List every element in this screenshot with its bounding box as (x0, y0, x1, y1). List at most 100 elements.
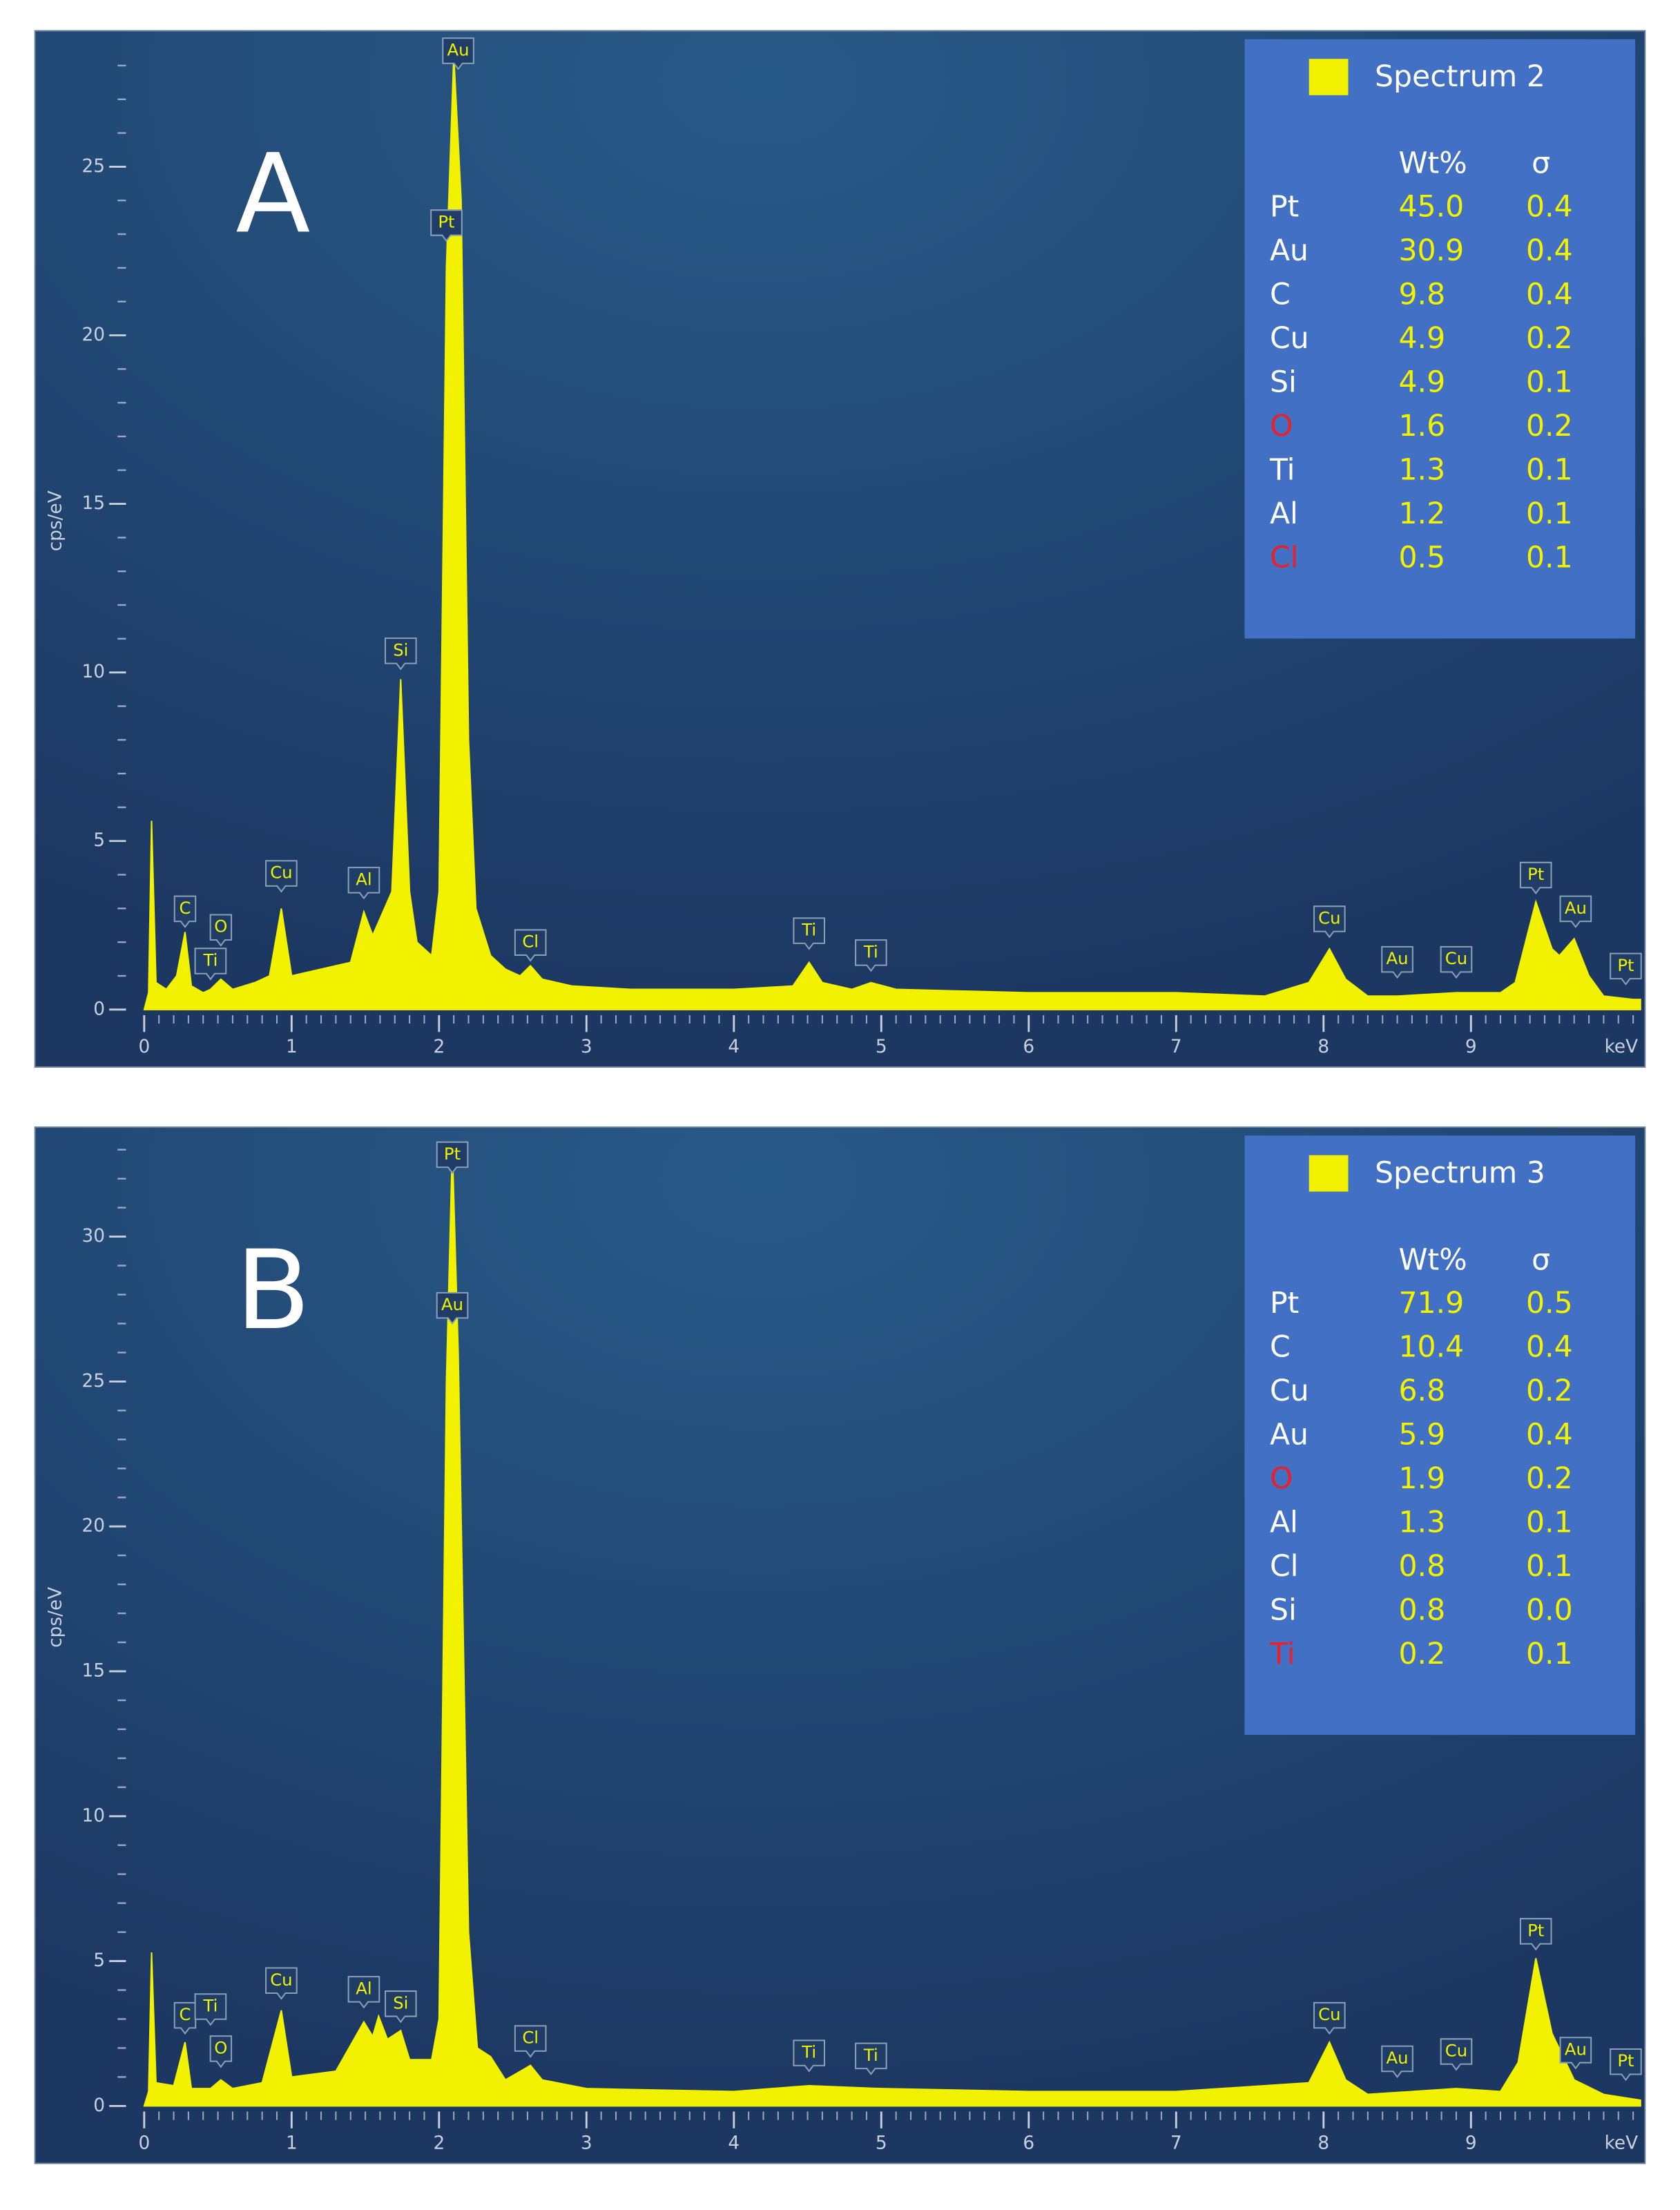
element-name: Si (1270, 365, 1297, 399)
peak-label: Ti (202, 1996, 218, 2016)
x-tick-label: 2 (433, 2133, 445, 2154)
peak-label: C (179, 898, 191, 918)
peak-label: Cu (1445, 948, 1467, 968)
weight-percent: 9.8 (1398, 278, 1445, 312)
element-name: Au (1270, 233, 1309, 268)
peak-label-box (855, 939, 887, 972)
y-tick-label: 25 (82, 156, 106, 177)
weight-percent: 0.2 (1398, 1637, 1445, 1671)
sigma: 0.4 (1526, 190, 1573, 224)
weight-percent: 1.3 (1398, 452, 1445, 487)
peak-label: Ti (801, 2042, 816, 2062)
sigma: 0.4 (1526, 1418, 1573, 1452)
peak-label-box (1610, 2048, 1642, 2082)
sigma: 0.1 (1526, 1549, 1573, 1584)
peak-label-box (1610, 952, 1642, 986)
x-tick-label: 4 (728, 2133, 740, 2154)
element-name: Cl (1270, 1549, 1299, 1584)
spectrum-area (143, 55, 1641, 1010)
peak-label: Cu (1445, 2041, 1467, 2061)
peak-label-box (1559, 2037, 1592, 2070)
peak-label: Au (447, 39, 470, 59)
peak-label: Si (393, 640, 408, 660)
sigma: 0.5 (1526, 1286, 1573, 1320)
sigma: 0.1 (1526, 1505, 1573, 1539)
y-tick-label: 10 (82, 1805, 106, 1826)
y-tick-label: 25 (82, 1371, 106, 1392)
x-tick-label: 3 (581, 1037, 592, 1057)
y-tick-label: 15 (82, 493, 106, 514)
peak-label-box (347, 867, 380, 900)
x-tick-label: 5 (876, 1037, 887, 1057)
panel-label: A (235, 131, 310, 258)
element-name: Al (1270, 497, 1298, 531)
sigma: 0.1 (1526, 452, 1573, 487)
peak-label: Pt (1617, 955, 1634, 975)
peak-label: Cl (522, 2028, 539, 2048)
peak-label: Cu (1318, 2004, 1340, 2024)
peak-label-box (384, 637, 417, 671)
x-tick-label: 0 (138, 1037, 150, 1057)
sigma: 0.1 (1526, 365, 1573, 399)
element-name: Al (1270, 1505, 1298, 1539)
peak-label-box (442, 37, 474, 70)
peak-label-box (1381, 945, 1413, 979)
y-tick-label: 0 (93, 2095, 105, 2116)
x-tick-label: 1 (286, 2133, 298, 2154)
peak-label-box (436, 1291, 469, 1325)
legend-swatch (1309, 59, 1349, 95)
peak-label: Ti (863, 2045, 878, 2065)
peak-label-box (265, 860, 298, 893)
weight-percent: 5.9 (1398, 1418, 1445, 1452)
peak-label: Au (1387, 948, 1409, 968)
sigma: 0.2 (1526, 1461, 1573, 1496)
x-axis-label: keV (1605, 2133, 1639, 2154)
sigma: 0.4 (1526, 278, 1573, 312)
peak-label-box (430, 209, 463, 242)
x-tick-label: 5 (876, 2133, 887, 2154)
peak-label-box (1440, 2038, 1473, 2071)
x-tick-label: 7 (1170, 2133, 1182, 2154)
peak-label-box (1519, 861, 1552, 895)
peak-label: Al (356, 1978, 371, 1998)
spectrum-area (143, 1146, 1641, 2107)
weight-percent: 10.4 (1398, 1330, 1464, 1365)
y-tick-label: 10 (82, 662, 106, 682)
weight-percent: 0.8 (1398, 1593, 1445, 1627)
sigma: 0.0 (1526, 1593, 1573, 1627)
peak-label-box (436, 1141, 469, 1174)
peak-label: Al (356, 869, 371, 889)
peak-label-box (1559, 895, 1592, 928)
weight-percent: 71.9 (1398, 1286, 1464, 1320)
x-tick-label: 9 (1465, 1037, 1477, 1057)
x-tick-label: 8 (1317, 1037, 1329, 1057)
sigma: 0.4 (1526, 1330, 1573, 1365)
weight-percent: 1.2 (1398, 497, 1445, 531)
peak-label: Au (1565, 898, 1587, 918)
y-axis-label: cps/eV (46, 490, 66, 551)
peak-label: Au (441, 1294, 463, 1314)
sigma: 0.2 (1526, 1374, 1573, 1408)
peak-label: Cu (270, 1970, 292, 1990)
table-header: σ (1532, 1242, 1550, 1277)
x-tick-label: 2 (433, 1037, 445, 1057)
panel: 0 5 10 15 20 25 0 1 2 3 4 5 6 7 8 9 keV cps/eV Spectrum 2 W… (34, 30, 1646, 1068)
peak-label: Pt (1617, 2050, 1634, 2070)
peak-label-box (1381, 2045, 1413, 2079)
peak-label-box (1313, 905, 1346, 939)
peak-label-box (209, 914, 233, 947)
legend-title: Spectrum 3 (1375, 1156, 1545, 1191)
weight-percent: 4.9 (1398, 365, 1445, 399)
weight-percent: 45.0 (1398, 190, 1464, 224)
peak-label-box (855, 2042, 887, 2075)
peak-label: Si (393, 1992, 408, 2012)
peak-label: Au (1387, 2048, 1409, 2068)
table-header: Wt% (1398, 146, 1467, 181)
sigma: 0.2 (1526, 321, 1573, 356)
weight-percent: 1.9 (1398, 1461, 1445, 1496)
sigma: 0.1 (1526, 1637, 1573, 1671)
peak-label-box (1313, 2001, 1346, 2035)
